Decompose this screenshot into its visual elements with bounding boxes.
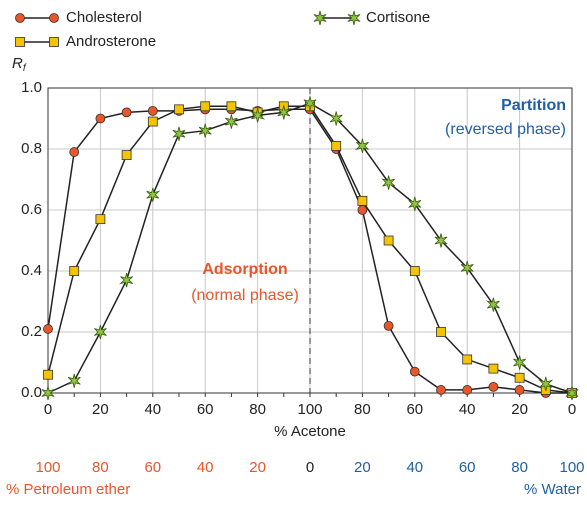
marker [565,385,579,401]
legend-marker [15,37,25,47]
center-tick: 0 [306,459,314,476]
marker [383,235,394,246]
marker [485,297,500,312]
marker [460,260,474,275]
y-tick-label: 1.0 [21,79,42,96]
y-axis-label: Rf [12,55,27,74]
annotation-subtitle: (normal phase) [191,287,299,304]
x-tick-label: 20 [511,401,528,418]
marker [277,105,291,120]
marker [357,195,368,206]
x-tick-label: 60 [197,401,214,418]
water-tick: 80 [511,459,528,476]
marker [408,196,422,211]
marker [488,363,499,374]
marker [174,104,184,115]
marker [331,141,342,151]
petroleum-tick: 20 [249,459,266,476]
legend-marker [49,37,59,47]
marker [119,273,133,288]
marker [121,150,132,161]
annotation-subtitle: (reversed phase) [445,121,566,138]
y-tick-label: 0.2 [21,323,42,340]
legend-marker [49,13,59,23]
marker [462,385,473,395]
water-label: % Water [524,481,581,498]
marker [251,108,266,123]
x-tick-label: 20 [92,401,109,418]
legend-marker [313,10,327,26]
water-tick: 60 [459,459,476,476]
y-label-sub: f [23,63,27,74]
marker [95,113,106,124]
x-tick-label: 100 [297,401,322,418]
water-tick: 40 [406,459,423,476]
x-tick-label: 40 [459,401,476,418]
marker [225,114,238,129]
marker [69,266,80,276]
y-tick-label: 0.4 [21,262,42,279]
marker [462,354,473,365]
marker [146,187,161,202]
marker [436,385,446,395]
marker [538,376,554,391]
marker [226,101,237,112]
y-label-main: R [12,55,23,72]
legend-label: Cholesterol [66,9,142,26]
legend-marker [15,13,25,23]
marker [43,324,53,334]
annotation-title: Adsorption [202,261,287,278]
marker [147,116,158,127]
marker [383,320,394,331]
legend-marker [347,10,361,26]
marker [95,214,106,225]
legend-label: Androsterone [66,33,156,50]
x-tick-label: 80 [354,401,371,418]
marker [41,385,55,401]
petroleum-label: % Petroleum ether [6,481,130,498]
marker [514,372,525,383]
marker [172,126,186,141]
marker [147,105,158,116]
marker [381,175,395,190]
marker [434,233,448,248]
marker [329,111,343,126]
marker [69,147,80,157]
marker [43,369,53,380]
legend-label: Cortisone [366,9,430,26]
y-tick-label: 0.6 [21,201,42,218]
marker [198,123,212,138]
marker [67,373,81,388]
x-tick-label: 40 [144,401,161,418]
water-tick: 100 [559,459,584,476]
marker [514,385,525,395]
x-tick-label: 0 [568,401,576,418]
marker [200,101,211,112]
marker [409,366,420,377]
x-axis-label: % Acetone [274,423,346,440]
water-tick: 20 [354,459,371,476]
marker [436,327,446,337]
petroleum-tick: 80 [92,459,109,476]
x-tick-label: 60 [406,401,423,418]
marker [303,96,317,111]
petroleum-tick: 60 [144,459,161,476]
petroleum-tick: 100 [35,459,60,476]
marker [488,381,499,392]
marker [409,266,420,276]
y-tick-label: 0.8 [21,140,42,157]
petroleum-tick: 40 [197,459,214,476]
marker [121,107,132,118]
marker [513,355,526,370]
annotation-title: Partition [501,97,566,114]
x-tick-label: 80 [249,401,266,418]
marker [94,324,107,340]
y-tick-label: 0.0 [21,384,42,401]
marker [354,138,369,153]
x-tick-label: 0 [44,401,52,418]
